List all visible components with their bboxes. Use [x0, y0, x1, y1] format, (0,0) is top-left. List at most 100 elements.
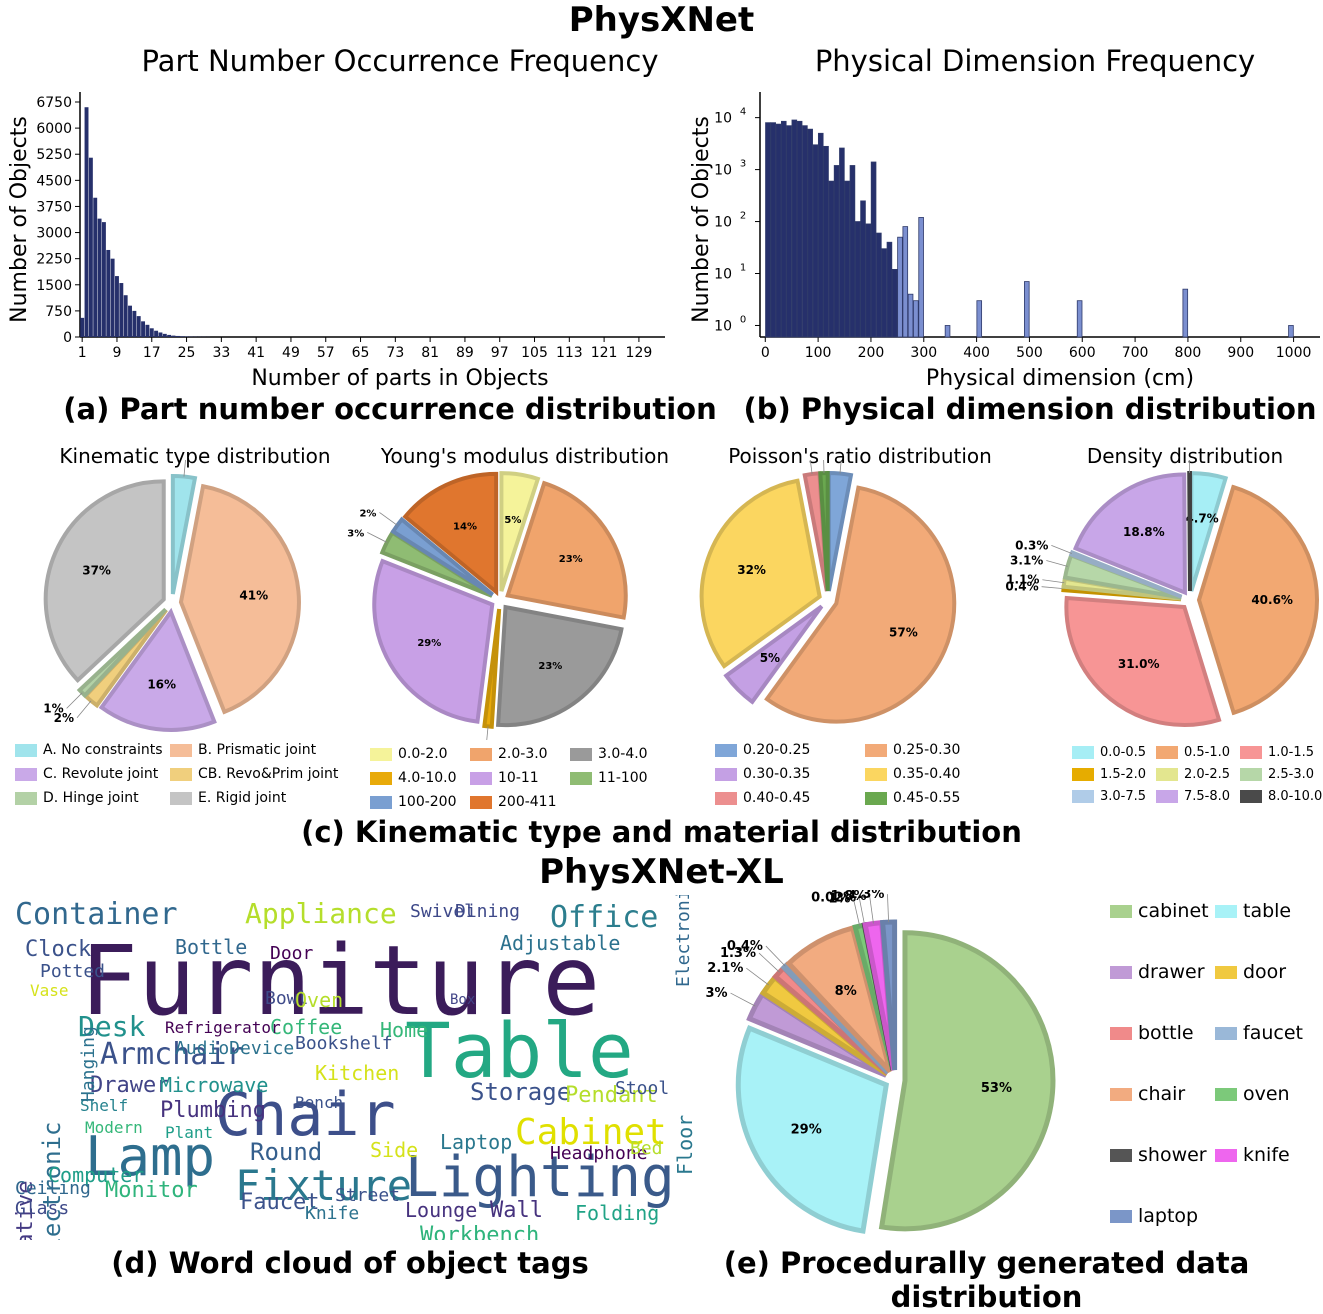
legend-label: 0.45-0.55 — [893, 790, 960, 806]
pie-leader — [1051, 545, 1071, 553]
legend-item: 3.0-4.0 — [570, 746, 648, 762]
chart-a-xtick-label: 33 — [212, 345, 230, 361]
pie-label: 3.1% — [1010, 553, 1043, 567]
pie-label: 53% — [981, 1081, 1012, 1096]
chart-b-bar — [824, 146, 829, 337]
legend-swatch — [1156, 746, 1178, 759]
legend-item: 4.0-10.0 — [370, 770, 457, 786]
legend-swatch — [170, 768, 192, 781]
chart-a-bar — [106, 250, 110, 337]
legend-swatch — [570, 772, 592, 785]
legend-label: B. Prismatic joint — [198, 742, 316, 758]
chart-a-ytick-label: 3750 — [36, 199, 72, 215]
legend-item: 0.30-0.35 — [715, 766, 810, 782]
pie-leader — [731, 993, 756, 1006]
caption-a: (a) Part number occurrence distribution — [40, 392, 740, 426]
legend-swatch — [470, 748, 492, 761]
legend-label: 100-200 — [398, 794, 457, 810]
pie-label: 2.1% — [707, 961, 743, 976]
chart-a-bar — [185, 336, 189, 337]
chart-a-ytick-label: 6750 — [36, 95, 72, 111]
chart-a-bar — [132, 311, 136, 337]
pie-slice — [1189, 473, 1190, 591]
chart-a-bar — [111, 259, 115, 337]
wordcloud-word: Potted — [40, 963, 105, 981]
chart-b-bar — [1289, 325, 1294, 337]
pie-label: 32% — [737, 563, 766, 577]
wordcloud-word: Container — [15, 900, 178, 930]
legend-label: 4.0-10.0 — [398, 770, 457, 786]
legend-item: 2.5-3.0 — [1240, 767, 1314, 782]
legend-label: 3.0-4.0 — [598, 746, 648, 762]
pie-label: 31.0% — [1118, 657, 1160, 671]
legend-swatch — [715, 744, 737, 757]
legend-label: 10-11 — [498, 770, 539, 786]
chart-b-bar — [771, 123, 776, 337]
chart-a-bar — [159, 332, 163, 337]
pie-label: 8% — [835, 984, 857, 999]
chart-a-xtick-label: 129 — [626, 345, 653, 361]
wordcloud-word: Kitchen — [315, 1063, 399, 1083]
chart-a-bar — [167, 335, 171, 337]
legend-swatch — [1215, 1088, 1237, 1101]
chart-b-bar — [797, 121, 802, 337]
chart-a-bar — [85, 107, 89, 337]
legend-item: laptop — [1110, 1205, 1198, 1227]
legend-item: faucet — [1215, 1022, 1303, 1044]
pie-leader — [766, 946, 785, 966]
caption-e: (e) Procedurally generated data distribu… — [650, 1246, 1323, 1314]
legend-swatch — [1072, 746, 1094, 759]
pie-label: 3% — [347, 528, 364, 539]
chart-b-ytick-exp: 3 — [740, 159, 746, 170]
legend-label: 7.5-8.0 — [1184, 789, 1230, 804]
chart-b-xtick-label: 900 — [1227, 345, 1254, 361]
legend-label: 200-411 — [498, 794, 557, 810]
chart-b-bar — [977, 301, 982, 337]
chart-a-ytick-label: 0 — [63, 330, 72, 346]
chart-b-xtick-label: 200 — [858, 345, 885, 361]
legend-label: table — [1243, 900, 1291, 922]
chart-a-ytick-label: 5250 — [36, 147, 72, 163]
legend-swatch — [370, 796, 392, 809]
pie-label: 29% — [417, 638, 441, 649]
chart-b-bar — [1077, 301, 1082, 337]
chart-a-xtick-label: 73 — [386, 345, 404, 361]
legend-label: A. No constraints — [43, 742, 163, 758]
chart-b-bar — [855, 222, 860, 337]
pie-label: 16% — [147, 678, 176, 692]
wordcloud-word: Plant — [165, 1125, 213, 1141]
chart-a-bar — [102, 222, 106, 337]
wordcloud-word: Laptop — [440, 1132, 512, 1152]
chart-b-bar — [892, 269, 897, 337]
legend-item: 0.0-2.0 — [370, 746, 448, 762]
legend-item: 8.0-10.0 — [1240, 789, 1322, 804]
chart-b-bar — [882, 249, 887, 337]
wordcloud-word: Oven — [295, 990, 343, 1010]
chart-b-xtick-label: 1000 — [1276, 345, 1312, 361]
legend-label: D. Hinge joint — [43, 790, 139, 806]
legend-label: 1.0-1.5 — [1268, 745, 1314, 760]
wordcloud-word: Knife — [305, 1205, 359, 1223]
caption-d: (d) Word cloud of object tags — [60, 1246, 640, 1280]
legend-label: E. Rigid joint — [198, 790, 286, 806]
legend-swatch — [15, 744, 37, 757]
wordcloud-word: Bed — [630, 1140, 663, 1158]
chart-b-ytick-exp: 2 — [740, 211, 746, 222]
chart-b-ytick-exp: 1 — [740, 263, 746, 274]
chart-a-bar — [115, 276, 119, 337]
chart-b-bar — [876, 233, 881, 337]
legend-item: CB. Revo&Prim joint — [170, 766, 338, 782]
pie-label: 41% — [239, 588, 268, 602]
legend-label: CB. Revo&Prim joint — [198, 766, 338, 782]
legend-item: C. Revolute joint — [15, 766, 158, 782]
wordcloud-word: Wall — [490, 1200, 543, 1222]
wordcloud-word: AudioDevice — [175, 1040, 294, 1058]
chart-b-bar — [808, 129, 813, 337]
pie-label: 14% — [453, 522, 477, 533]
legend-swatch — [15, 792, 37, 805]
wordcloud-word: Bottle — [175, 937, 247, 957]
legend-swatch — [170, 744, 192, 757]
chart-a-xtick-label: 49 — [282, 345, 300, 361]
legend-swatch — [170, 792, 192, 805]
